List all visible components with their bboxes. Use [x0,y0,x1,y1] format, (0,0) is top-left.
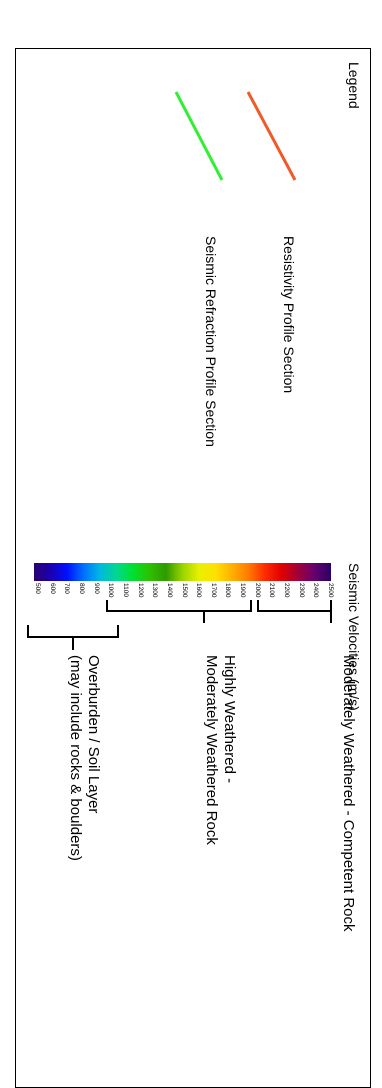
scale-tick-1100: 1100 [121,583,129,597]
seismic-line-symbol [174,91,224,181]
bracket-competent-rock [257,600,332,623]
scale-tick-600: 600 [48,583,56,594]
scale-tick-1400: 1400 [165,583,173,598]
class-overburden-label-line1: Overburden / Soil Layer [85,655,102,814]
class-weathered-rock-label-line1: Highly Weathered - [221,655,238,784]
scale-tick-2500: 2500 [327,583,334,598]
scale-tick-1000: 1000 [107,583,115,598]
scale-tick-900: 900 [92,583,100,594]
scale-tick-1700: 1700 [209,583,217,598]
bracket-weathered-rock [106,600,252,623]
legend-item-seismic-label: Seismic Refraction Profile Section [203,236,219,447]
scale-tick-2100: 2100 [268,583,276,598]
resistivity-line-symbol [246,91,297,181]
legend-title: Legend [346,62,362,109]
scale-tick-1600: 1600 [195,583,203,598]
scale-tick-1800: 1800 [224,583,232,598]
scale-tick-500: 500 [34,583,41,594]
scale-tick-2400: 2400 [312,583,320,598]
scale-tick-1300: 1300 [151,583,159,598]
scale-tick-1900: 1900 [239,583,247,598]
velocity-color-bar [34,563,331,581]
class-weathered-rock-label-line2: Moderately Weathered Rock [203,655,220,845]
legend-item-resistivity-label: Resistivity Profile Section [281,236,297,394]
scale-tick-1200: 1200 [136,583,144,598]
bracket-overburden [27,625,119,650]
scale-tick-2300: 2300 [297,583,305,598]
class-competent-rock-label: Moderately Weathered - Competent Rock [340,655,357,932]
class-overburden-label-line2: (may include rocks & boulders) [67,655,84,861]
scale-tick-800: 800 [77,583,85,594]
scale-tick-2200: 2200 [283,583,291,598]
scale-tick-1500: 1500 [180,583,188,598]
scale-tick-700: 700 [63,583,71,594]
scale-tick-2000: 2000 [253,583,261,598]
